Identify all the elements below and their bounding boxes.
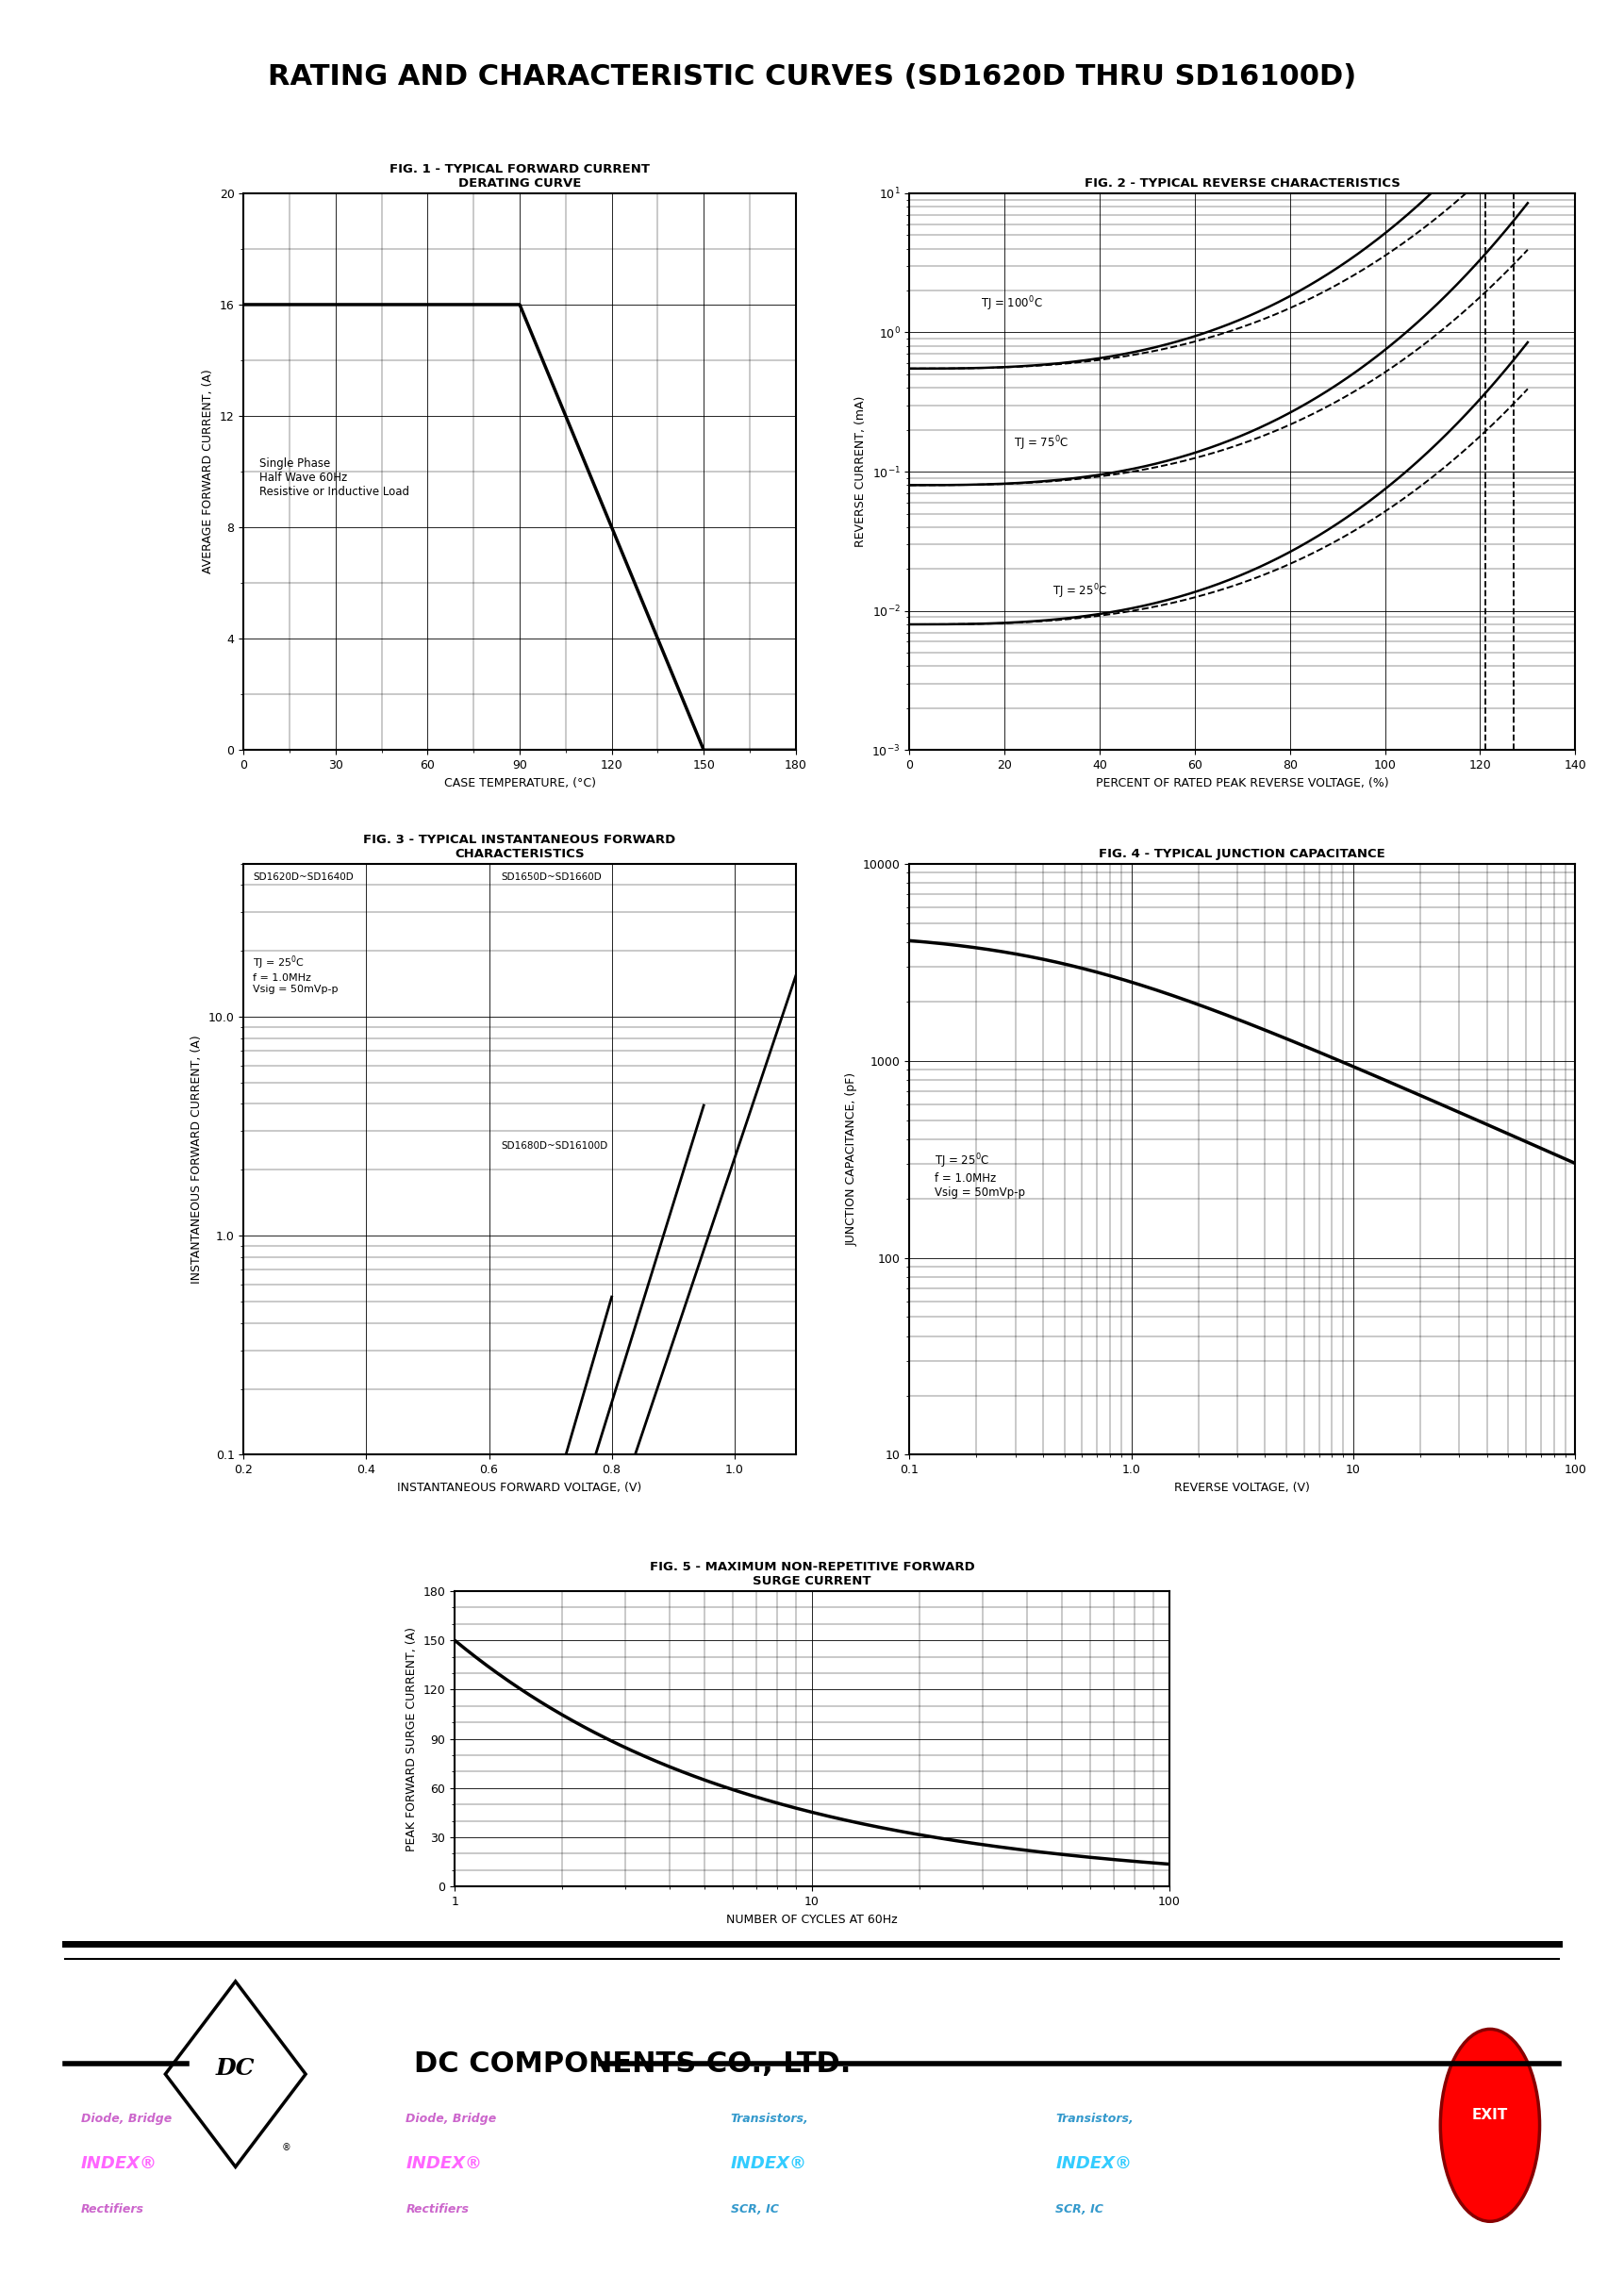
X-axis label: CASE TEMPERATURE, (°C): CASE TEMPERATURE, (°C) (443, 777, 596, 789)
Y-axis label: JUNCTION CAPACITANCE, (pF): JUNCTION CAPACITANCE, (pF) (844, 1073, 857, 1246)
Title: FIG. 5 - MAXIMUM NON-REPETITIVE FORWARD
SURGE CURRENT: FIG. 5 - MAXIMUM NON-REPETITIVE FORWARD … (650, 1562, 974, 1587)
Y-axis label: PEAK FORWARD SURGE CURRENT, (A): PEAK FORWARD SURGE CURRENT, (A) (406, 1627, 417, 1850)
Text: Rectifiers: Rectifiers (81, 2203, 145, 2216)
Title: FIG. 2 - TYPICAL REVERSE CHARACTERISTICS: FIG. 2 - TYPICAL REVERSE CHARACTERISTICS (1085, 177, 1400, 189)
Text: TJ = 25$^0$C: TJ = 25$^0$C (1052, 582, 1108, 600)
Text: RATING AND CHARACTERISTIC CURVES (SD1620D THRU SD16100D): RATING AND CHARACTERISTIC CURVES (SD1620… (268, 64, 1356, 91)
X-axis label: PERCENT OF RATED PEAK REVERSE VOLTAGE, (%): PERCENT OF RATED PEAK REVERSE VOLTAGE, (… (1096, 777, 1389, 789)
Text: INDEX®: INDEX® (731, 2155, 807, 2173)
Text: Rectifiers: Rectifiers (406, 2203, 469, 2216)
Polygon shape (166, 1982, 305, 2166)
Text: Single Phase
Half Wave 60Hz
Resistive or Inductive Load: Single Phase Half Wave 60Hz Resistive or… (258, 457, 409, 498)
Text: SCR, IC: SCR, IC (1056, 2203, 1104, 2216)
Circle shape (1440, 2030, 1540, 2221)
Y-axis label: REVERSE CURRENT, (mA): REVERSE CURRENT, (mA) (854, 396, 867, 548)
Text: INDEX®: INDEX® (81, 2155, 158, 2173)
Title: FIG. 3 - TYPICAL INSTANTANEOUS FORWARD
CHARACTERISTICS: FIG. 3 - TYPICAL INSTANTANEOUS FORWARD C… (364, 834, 676, 859)
Text: Diode, Bridge: Diode, Bridge (406, 2112, 497, 2125)
Title: FIG. 1 - TYPICAL FORWARD CURRENT
DERATING CURVE: FIG. 1 - TYPICAL FORWARD CURRENT DERATIN… (390, 164, 650, 189)
Y-axis label: AVERAGE FORWARD CURRENT, (A): AVERAGE FORWARD CURRENT, (A) (201, 370, 214, 573)
Text: EXIT: EXIT (1471, 2107, 1509, 2123)
Text: ®: ® (283, 2143, 291, 2153)
Text: DC COMPONENTS CO., LTD.: DC COMPONENTS CO., LTD. (414, 2050, 851, 2078)
Text: TJ = 25$^0$C
f = 1.0MHz
Vsig = 50mVp-p: TJ = 25$^0$C f = 1.0MHz Vsig = 50mVp-p (935, 1152, 1025, 1198)
Text: SD1620D~SD1640D: SD1620D~SD1640D (253, 873, 354, 882)
X-axis label: REVERSE VOLTAGE, (V): REVERSE VOLTAGE, (V) (1174, 1482, 1311, 1493)
Text: SD1650D~SD1660D: SD1650D~SD1660D (502, 873, 603, 882)
Y-axis label: INSTANTANEOUS FORWARD CURRENT, (A): INSTANTANEOUS FORWARD CURRENT, (A) (190, 1034, 203, 1284)
Text: INDEX®: INDEX® (1056, 2155, 1132, 2173)
Text: TJ = 25$^0$C
f = 1.0MHz
Vsig = 50mVp-p: TJ = 25$^0$C f = 1.0MHz Vsig = 50mVp-p (253, 955, 338, 993)
Text: Transistors,: Transistors, (1056, 2112, 1134, 2125)
Text: Transistors,: Transistors, (731, 2112, 809, 2125)
X-axis label: NUMBER OF CYCLES AT 60Hz: NUMBER OF CYCLES AT 60Hz (726, 1914, 898, 1925)
Text: Diode, Bridge: Diode, Bridge (81, 2112, 172, 2125)
Text: TJ = 100$^0$C: TJ = 100$^0$C (981, 295, 1043, 314)
Text: SD1680D~SD16100D: SD1680D~SD16100D (502, 1141, 607, 1150)
Text: DC: DC (216, 2057, 255, 2080)
Text: TJ = 75$^0$C: TJ = 75$^0$C (1013, 434, 1069, 452)
Title: FIG. 4 - TYPICAL JUNCTION CAPACITANCE: FIG. 4 - TYPICAL JUNCTION CAPACITANCE (1099, 848, 1385, 859)
X-axis label: INSTANTANEOUS FORWARD VOLTAGE, (V): INSTANTANEOUS FORWARD VOLTAGE, (V) (398, 1482, 641, 1493)
Text: SCR, IC: SCR, IC (731, 2203, 780, 2216)
Text: INDEX®: INDEX® (406, 2155, 482, 2173)
